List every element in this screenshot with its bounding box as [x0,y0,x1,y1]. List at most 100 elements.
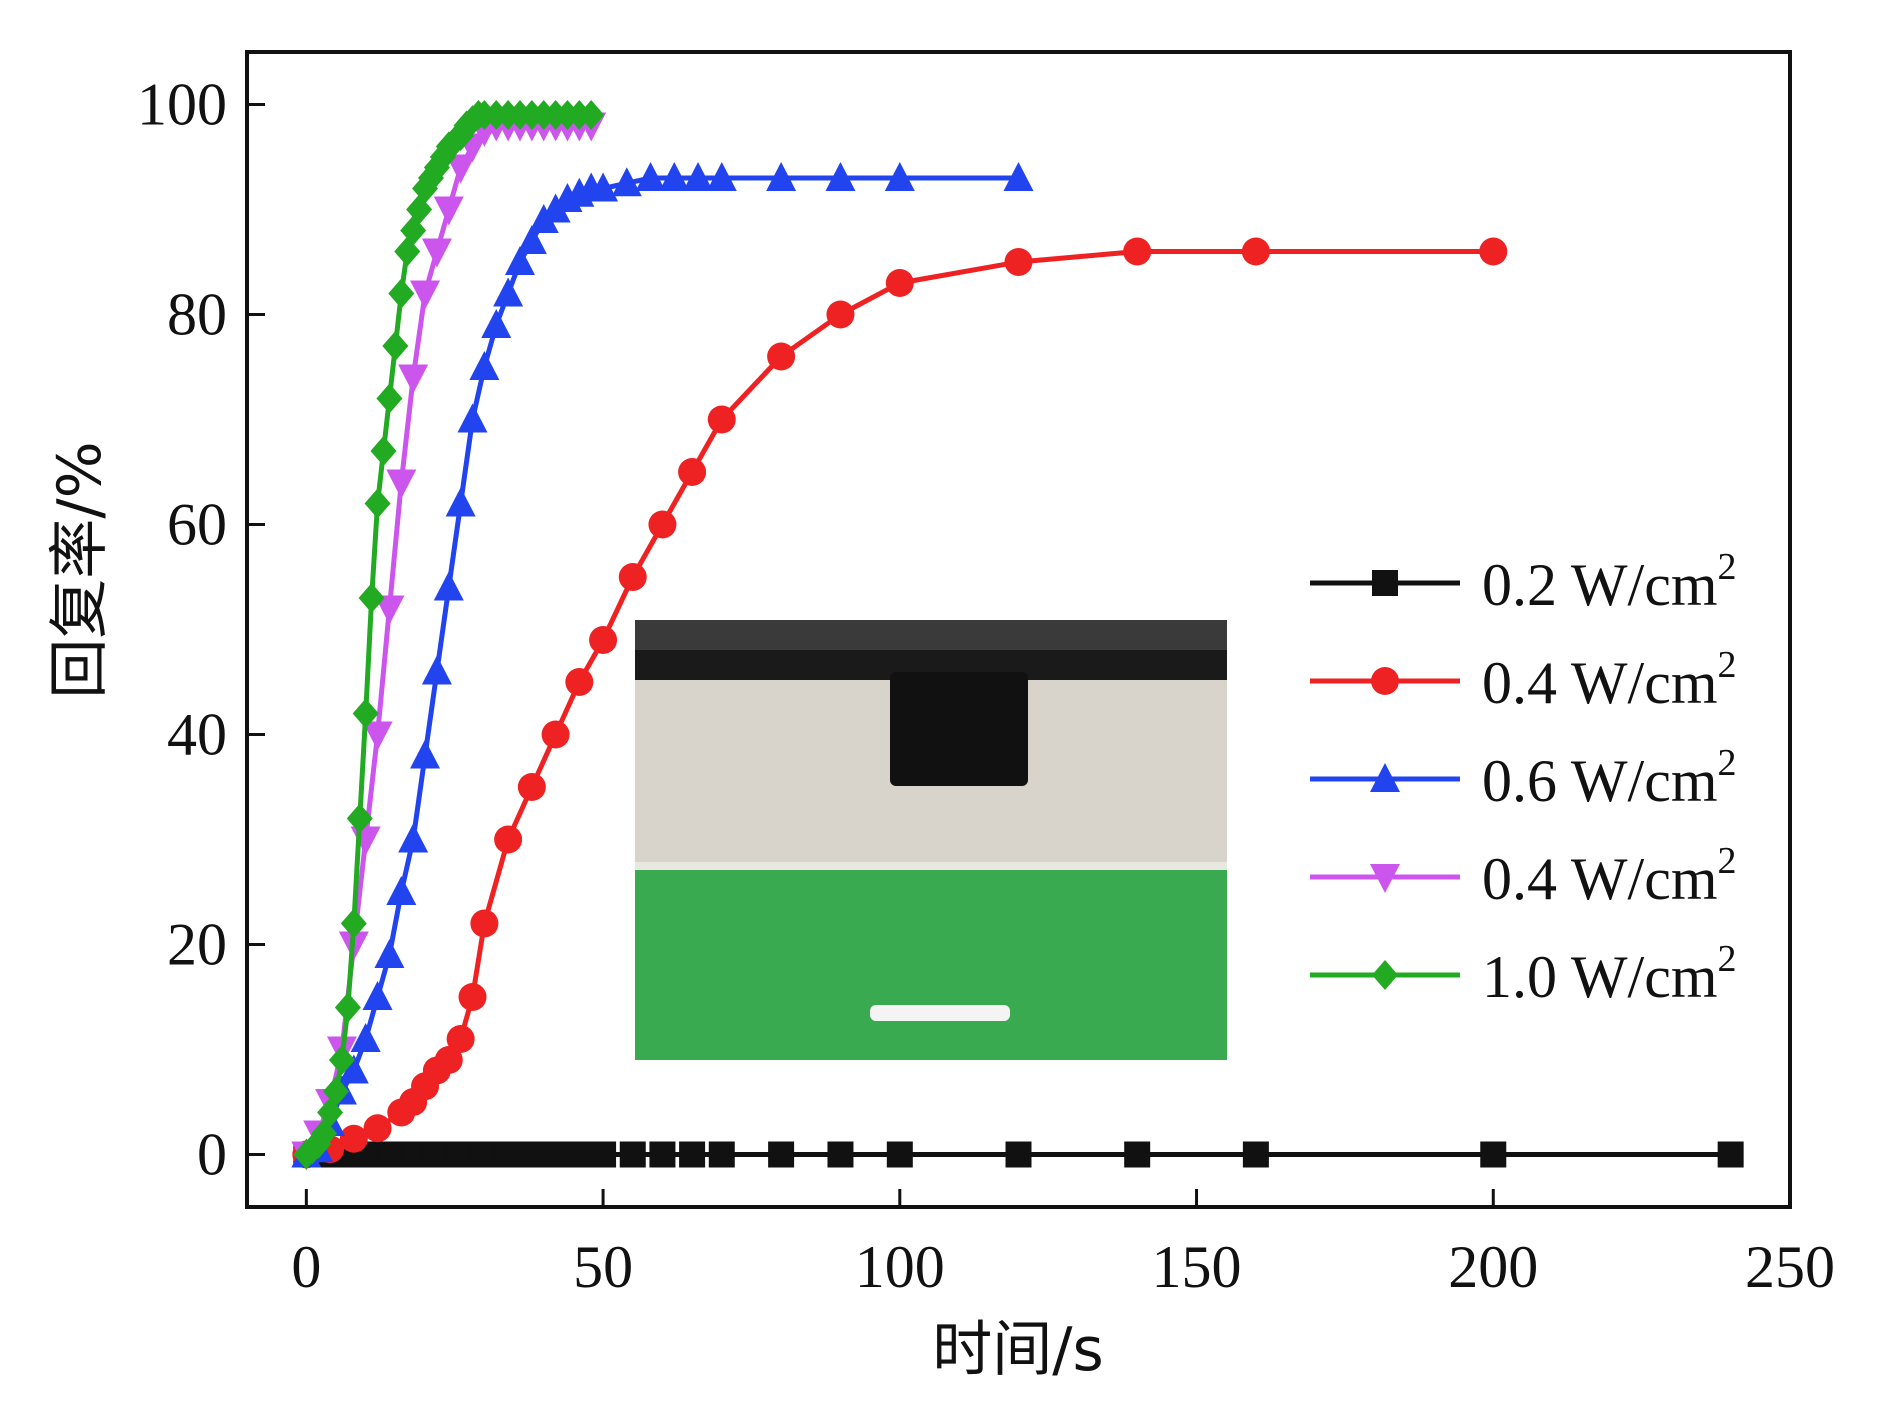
legend-label-superscript: 2 [1718,546,1737,588]
data-point [517,773,546,801]
data-point [445,154,476,184]
data-point [457,403,488,433]
data-point [421,655,452,685]
data-point [339,1124,368,1153]
data-point [826,300,855,329]
y-axis-title: 回复率/% [45,441,115,698]
data-point [1372,570,1398,596]
legend-label: 0.4 W/cm2 [1482,644,1737,716]
legend-label-text: 0.6 W/cm [1482,748,1718,814]
data-point [1371,667,1399,695]
data-point [374,595,405,625]
y-tick-label: 20 [167,912,227,978]
data-point [433,571,464,601]
data-point [386,469,417,499]
data-point [358,583,385,613]
data-point [458,983,487,1011]
data-point [376,383,403,414]
data-point [323,1076,350,1107]
data-point [1005,1141,1032,1168]
y-tick-label: 100 [137,72,227,138]
data-point [707,405,736,434]
legend-label: 0.6 W/cm2 [1482,742,1737,814]
x-axis-title: 时间/s [932,1315,1103,1385]
y-tick-label: 60 [167,492,227,558]
y-tick-label: 80 [167,282,227,348]
series-3 [291,112,607,1171]
series-0 [293,1141,1744,1168]
series-1 [292,237,1508,1169]
data-point [1372,960,1398,990]
data-point [1123,237,1152,266]
x-tick-label: 0 [291,1234,321,1300]
data-point [398,823,429,853]
x-tick-label: 50 [573,1234,633,1300]
legend-label-text: 0.4 W/cm [1482,650,1718,716]
data-point [565,668,594,696]
x-tick-label: 250 [1745,1234,1835,1300]
data-point [1241,237,1270,266]
data-point [469,351,500,380]
data-point [410,739,441,769]
data-point [410,280,441,310]
data-point [648,510,677,539]
data-point [328,1045,355,1075]
data-point [504,246,535,275]
legend-label-text: 1.0 W/cm [1482,944,1718,1010]
data-point [885,269,914,297]
data-point [1124,1141,1151,1168]
data-point [386,876,417,905]
legend-label-superscript: 2 [1718,742,1737,784]
legend-label: 1.0 W/cm2 [1482,938,1737,1010]
data-point [708,1141,735,1168]
x-tick-label: 100 [855,1234,945,1300]
legend-label-text: 0.4 W/cm [1482,846,1718,912]
data-point [767,342,796,371]
data-point [445,487,476,517]
plot-frame [245,50,1792,1209]
data-point [589,626,618,654]
data-point [470,909,499,938]
data-point [1004,248,1033,276]
data-point [649,1141,676,1168]
data-point [374,939,405,968]
data-point [346,803,373,834]
data-point [494,825,523,854]
data-point [1479,237,1508,266]
data-point [364,488,391,519]
data-point [363,1114,392,1143]
data-point [618,563,647,591]
x-tick-label: 150 [1152,1234,1242,1300]
y-tick-label: 40 [167,702,227,768]
legend-label-superscript: 2 [1718,644,1737,686]
data-point [659,162,690,191]
data-point [334,992,361,1023]
data-point [683,162,714,191]
data-point [481,309,512,338]
data-point [884,162,915,191]
data-point [1003,162,1034,191]
data-point [578,100,605,130]
data-point [706,162,737,191]
data-point [619,1141,646,1168]
data-point [340,908,367,939]
x-tick-label: 200 [1448,1234,1538,1300]
legend-label-superscript: 2 [1718,840,1737,882]
data-point [352,698,379,729]
data-point [516,225,547,254]
series-4 [293,100,605,1170]
data-point [768,1141,795,1168]
data-point [541,720,570,749]
data-point [825,162,856,191]
legend-item: 0.4 W/cm2 [1310,840,1737,912]
legend-item: 0.6 W/cm2 [1310,742,1737,814]
data-point [350,1023,381,1052]
legend-item: 1.0 W/cm2 [1310,938,1737,1010]
data-point [362,981,393,1010]
data-point [398,364,429,394]
legend-label-text: 0.2 W/cm [1482,552,1718,618]
data-point [635,162,666,191]
data-point [362,721,393,751]
data-point [434,1046,463,1074]
